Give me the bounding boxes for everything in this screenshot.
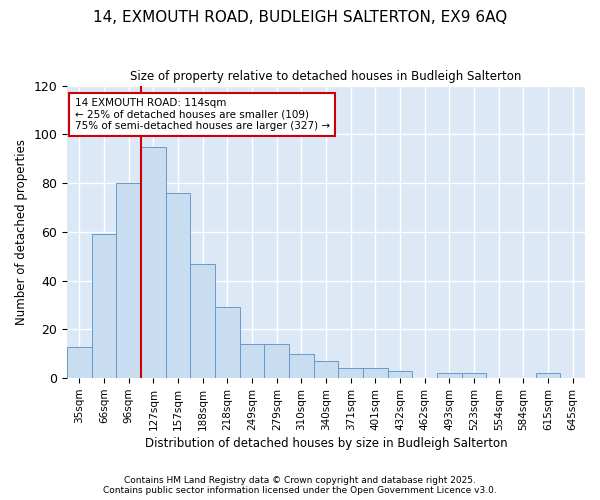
Bar: [141, 146, 166, 378]
Text: 14, EXMOUTH ROAD, BUDLEIGH SALTERTON, EX9 6AQ: 14, EXMOUTH ROAD, BUDLEIGH SALTERTON, EX…: [93, 10, 507, 25]
Bar: [388, 371, 412, 378]
Bar: [462, 374, 487, 378]
Bar: [116, 183, 141, 378]
Text: 14 EXMOUTH ROAD: 114sqm
← 25% of detached houses are smaller (109)
75% of semi-d: 14 EXMOUTH ROAD: 114sqm ← 25% of detache…: [74, 98, 329, 131]
Bar: [338, 368, 363, 378]
Bar: [67, 346, 92, 378]
Bar: [215, 308, 240, 378]
Bar: [240, 344, 265, 378]
Bar: [166, 193, 190, 378]
X-axis label: Distribution of detached houses by size in Budleigh Salterton: Distribution of detached houses by size …: [145, 437, 508, 450]
Text: Contains HM Land Registry data © Crown copyright and database right 2025.
Contai: Contains HM Land Registry data © Crown c…: [103, 476, 497, 495]
Bar: [437, 374, 462, 378]
Bar: [265, 344, 289, 378]
Bar: [363, 368, 388, 378]
Bar: [92, 234, 116, 378]
Bar: [314, 361, 338, 378]
Title: Size of property relative to detached houses in Budleigh Salterton: Size of property relative to detached ho…: [130, 70, 522, 83]
Bar: [289, 354, 314, 378]
Bar: [536, 374, 560, 378]
Bar: [190, 264, 215, 378]
Y-axis label: Number of detached properties: Number of detached properties: [15, 139, 28, 325]
